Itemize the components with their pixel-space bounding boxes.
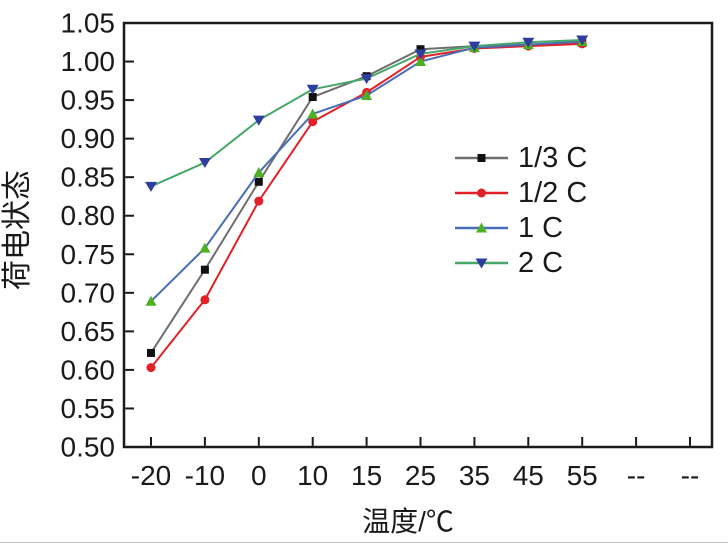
y-tick-label: 1.00	[61, 46, 116, 77]
square-marker	[254, 177, 263, 186]
x-tick-label: 45	[513, 460, 544, 491]
legend-label: 1 C	[518, 212, 563, 244]
triangle-up-marker	[199, 242, 211, 253]
x-tick-label: --	[627, 460, 646, 491]
y-tick-label: 0.90	[61, 123, 116, 154]
triangle-down-marker	[414, 49, 427, 60]
square-marker	[308, 93, 317, 102]
triangle-down-marker	[522, 37, 535, 48]
y-tick-label: 0.65	[61, 316, 116, 347]
square-marker	[200, 265, 209, 274]
triangle-down-marker	[145, 181, 157, 192]
circle-marker	[254, 196, 264, 206]
x-tick-label: 55	[567, 460, 598, 491]
triangle-down-marker	[198, 158, 211, 169]
y-tick-label: 0.55	[61, 393, 116, 424]
triangle-down-marker	[252, 115, 265, 126]
legend-item-1-c: 1 C	[455, 212, 563, 244]
y-tick-label: 0.95	[61, 85, 116, 116]
y-tick-label: 1.05	[61, 8, 116, 39]
x-tick-label: -10	[185, 460, 225, 491]
plot-frame	[122, 21, 714, 449]
triangle-down-marker	[306, 84, 319, 95]
y-tick-label: 0.70	[61, 277, 116, 308]
triangle-up-marker	[145, 295, 157, 306]
legend-item-1-2-c: 1/2 C	[455, 177, 587, 209]
y-tick-label: 0.50	[61, 432, 116, 463]
legend-item-1-3-c: 1/3 C	[455, 142, 587, 174]
circle-marker	[200, 295, 210, 305]
x-tick-label: 0	[251, 460, 267, 491]
y-tick-label: 0.60	[61, 354, 116, 385]
legend-label: 1/2 C	[518, 177, 587, 209]
legend-label: 1/3 C	[518, 142, 587, 174]
legend-item-2-c: 2 C	[455, 247, 563, 279]
series-2-c	[145, 35, 589, 192]
legend-label: 2 C	[518, 247, 563, 279]
y-tick-label: 0.80	[61, 200, 116, 231]
x-axis-title: 温度/℃	[362, 506, 454, 537]
triangle-up-marker	[253, 167, 265, 178]
x-tick-label: 35	[459, 460, 490, 491]
square-marker	[416, 45, 425, 54]
triangle-down-marker	[468, 41, 481, 52]
circle-icon	[477, 188, 486, 198]
y-axis-title: 荷电状态	[1, 170, 34, 290]
x-tick-label: -20	[131, 460, 171, 491]
x-tick-label: --	[681, 460, 700, 491]
triangle-up-marker	[415, 56, 426, 67]
triangle-up-marker	[307, 108, 319, 119]
circle-marker	[146, 363, 156, 373]
triangle-down-marker	[360, 74, 373, 85]
y-tick-label: 0.75	[61, 239, 116, 270]
square-marker	[147, 348, 155, 357]
triangle-up-marker	[361, 89, 373, 100]
square-icon	[477, 154, 486, 162]
triangle-down-marker	[576, 35, 589, 46]
triangle-up-icon	[476, 222, 487, 233]
x-tick-label: 10	[297, 460, 328, 491]
x-tick-label: 15	[351, 460, 382, 491]
y-tick-label: 0.85	[61, 162, 116, 193]
triangle-down-icon	[475, 258, 488, 269]
circle-marker	[308, 117, 318, 127]
x-tick-label: 25	[405, 460, 436, 491]
